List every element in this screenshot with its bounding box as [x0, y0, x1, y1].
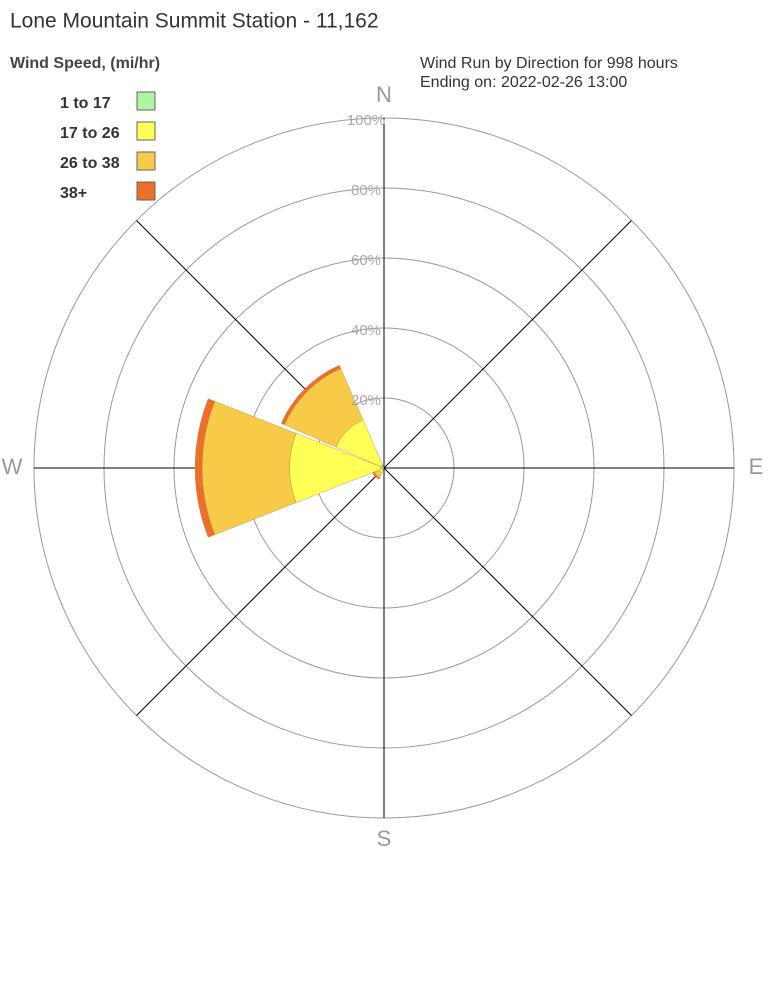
direction-label: E — [749, 454, 764, 479]
legend-title: Wind Speed, (mi/hr) — [10, 55, 160, 72]
r-tick-label: 100% — [347, 112, 385, 129]
legend-swatch — [136, 181, 156, 201]
legend-label: 17 to 26 — [60, 125, 120, 142]
legend-label: 26 to 38 — [60, 155, 120, 172]
spoke — [383, 467, 632, 716]
spoke — [383, 220, 632, 469]
subtitle: Wind Run by Direction for 998 hours — [420, 55, 678, 72]
direction-label: N — [376, 82, 392, 107]
subtitle: Ending on: 2022-02-26 13:00 — [420, 74, 627, 91]
direction-label: S — [377, 826, 392, 851]
chart-title: Lone Mountain Summit Station - 11,162 — [10, 10, 379, 33]
legend-swatch — [136, 121, 156, 141]
r-tick-label: 40% — [351, 322, 381, 339]
rose-segment — [372, 471, 381, 480]
r-tick-label: 20% — [351, 392, 381, 409]
legend-swatch — [136, 91, 156, 111]
legend-swatch — [136, 151, 156, 171]
spoke — [136, 467, 385, 716]
r-tick-label: 60% — [351, 252, 381, 269]
direction-label: W — [2, 454, 23, 479]
legend-label: 1 to 17 — [60, 95, 111, 112]
legend-label: 38+ — [60, 185, 87, 202]
rose-segment — [281, 365, 341, 425]
rose-segment — [194, 398, 215, 538]
rose-segment — [201, 401, 297, 535]
r-tick-label: 80% — [351, 182, 381, 199]
